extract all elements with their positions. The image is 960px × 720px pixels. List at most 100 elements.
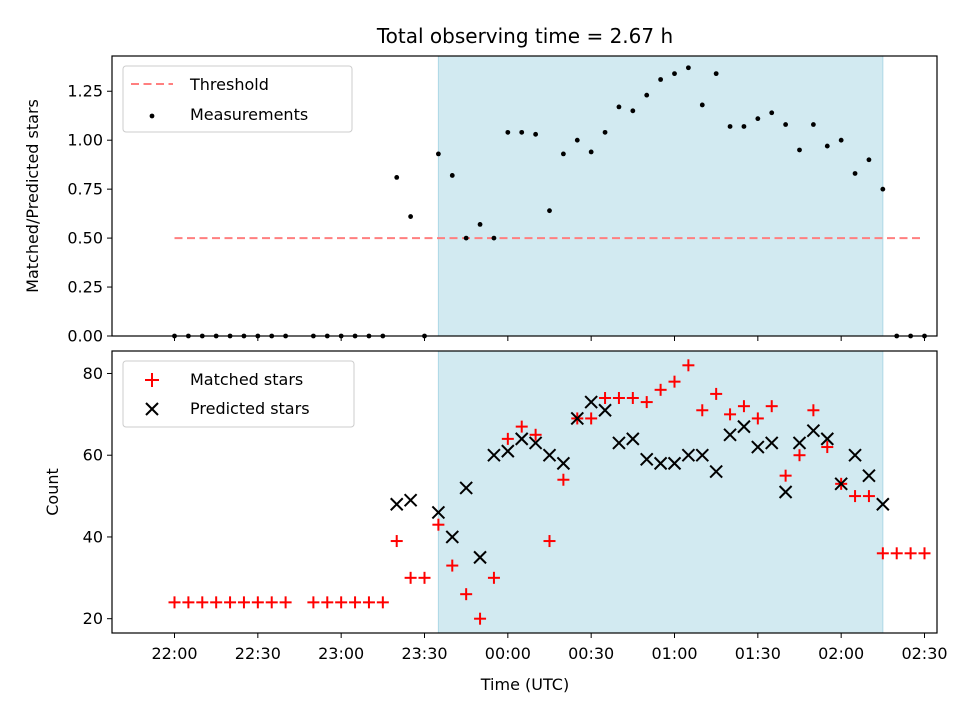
predicted-star-point <box>459 481 473 495</box>
measurement-point <box>755 116 761 122</box>
predicted-star-point <box>765 436 779 450</box>
y-tick-label: 40 <box>83 527 103 546</box>
top-legend: Threshold Measurements <box>122 65 353 133</box>
matched-star-point <box>543 535 556 548</box>
predicted-star-point <box>709 464 723 479</box>
predicted-star-point <box>626 432 640 446</box>
matched-star-point <box>237 596 250 609</box>
bottom-panel: 20 40 60 80 22:00 22:30 23:00 23:30 00:00 00:30 0… <box>43 350 948 694</box>
predicted-star-point <box>778 485 793 499</box>
x-tick-label: 22:30 <box>235 644 281 663</box>
matched-star-point <box>779 469 792 482</box>
top-y-axis-label: Matched/Predicted stars <box>23 99 42 293</box>
matched-star-point <box>668 375 681 388</box>
measurement-point <box>533 131 539 137</box>
matched-star-point <box>751 412 764 425</box>
matched-star-point <box>446 559 459 572</box>
legend-matched-swatch <box>145 373 159 387</box>
matched-star-point <box>529 428 542 441</box>
matched-star-point <box>724 408 737 421</box>
predicted-star-point <box>806 423 821 438</box>
measurement-point <box>741 124 747 129</box>
measurement-point <box>449 173 455 178</box>
legend-measurements-label: Measurements <box>190 105 308 124</box>
predicted-star-point <box>473 550 487 565</box>
predicted-star-point <box>598 403 612 417</box>
predicted-star-point <box>528 436 543 450</box>
matched-star-point <box>432 518 445 531</box>
matched-star-point <box>418 571 431 584</box>
matched-star-point <box>474 612 487 625</box>
y-tick-label: 80 <box>83 364 103 383</box>
predicted-star-point <box>737 419 751 434</box>
measurement-point <box>880 186 886 192</box>
measurement-point <box>672 71 677 77</box>
predicted-star-point <box>723 428 737 442</box>
predicted-star-point <box>667 456 682 471</box>
measurement-point <box>505 129 511 135</box>
matched-star-point <box>307 596 320 609</box>
measurement-point <box>713 71 719 77</box>
measurement-point <box>602 129 608 135</box>
x-tick-label: 02:00 <box>818 644 864 663</box>
predicted-star-point <box>681 448 696 462</box>
measurement-point <box>644 92 650 98</box>
predicted-star-point <box>584 395 598 409</box>
x-tick-label: 00:00 <box>485 644 531 663</box>
measurement-point <box>463 235 469 241</box>
measurement-point <box>769 110 775 116</box>
predicted-star-point <box>848 448 862 462</box>
matched-star-point <box>265 596 278 609</box>
predicted-star-point <box>695 448 709 462</box>
measurement-point <box>394 174 400 180</box>
y-tick-label: 0.75 <box>67 180 103 199</box>
bottom-x-axis: 22:00 22:30 23:00 23:30 00:00 00:30 01:00 01:30… <box>151 633 948 663</box>
matched-star-point <box>515 420 528 433</box>
measurement-point <box>519 129 525 135</box>
bottom-y-axis: 20 40 60 80 <box>83 364 112 628</box>
predicted-star-point <box>445 530 459 544</box>
x-tick-label: 22:00 <box>151 644 197 663</box>
matched-star-point <box>821 441 834 454</box>
matched-star-point <box>279 596 292 609</box>
x-tick-label: 01:00 <box>651 644 697 663</box>
matched-star-point <box>640 396 653 409</box>
matched-star-point <box>168 596 181 609</box>
measurement-point <box>616 104 622 110</box>
matched-star-point <box>501 432 514 445</box>
predicted-star-point <box>487 448 501 462</box>
matched-star-point <box>376 596 389 609</box>
predicted-star-point <box>501 444 515 458</box>
measurement-point <box>810 122 816 127</box>
predicted-star-point <box>612 436 626 450</box>
bottom-panel-frame <box>111 350 938 634</box>
matched-star-point <box>335 596 348 609</box>
matched-star-point <box>251 596 264 609</box>
measurement-point <box>866 157 872 163</box>
matched-star-point <box>390 535 403 548</box>
matched-star-point <box>807 404 820 417</box>
x-tick-label: 23:30 <box>401 644 447 663</box>
predicted-star-point <box>862 468 876 483</box>
matched-star-point <box>612 392 625 404</box>
top-x-ticks <box>174 336 925 341</box>
matched-star-point <box>210 596 223 609</box>
x-tick-label: 02:30 <box>901 644 947 663</box>
measurement-point <box>783 122 789 127</box>
measurement-point <box>477 221 483 227</box>
bottom-panel-shaded-interval <box>437 350 884 634</box>
matched-star-point <box>321 596 334 609</box>
predicted-star-point <box>792 436 807 450</box>
matched-star-point <box>765 400 778 413</box>
predicted-star-point <box>403 493 418 507</box>
matched-star-point <box>654 383 667 396</box>
matched-star-point <box>349 596 362 609</box>
legend-measurements-swatch <box>149 113 155 119</box>
top-legend-box <box>122 65 353 133</box>
x-axis-label: Time (UTC) <box>480 675 569 694</box>
chart-title: Total observing time = 2.67 h <box>376 24 673 48</box>
y-tick-label: 0.25 <box>67 278 103 297</box>
matched-star-point <box>557 473 570 486</box>
predicted-star-point <box>834 477 848 491</box>
